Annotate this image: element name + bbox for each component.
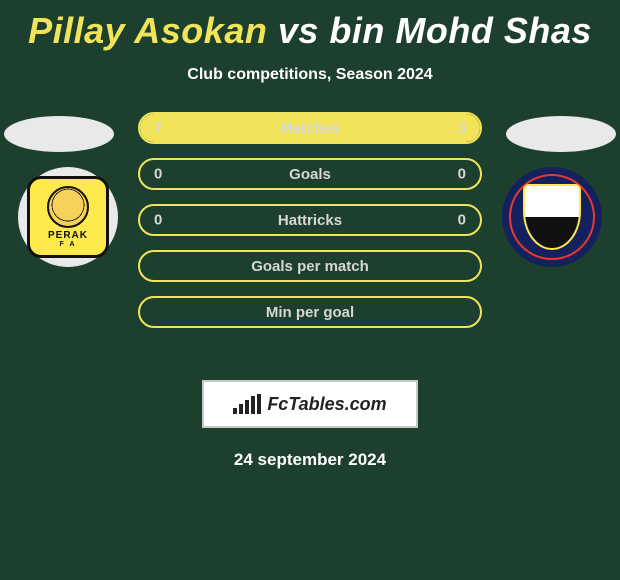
stat-label: Hattricks bbox=[278, 212, 342, 229]
stat-row: 0 0 Goals bbox=[138, 158, 482, 190]
infographic-date: 24 september 2024 bbox=[0, 450, 620, 470]
stat-value-right: 3 bbox=[458, 120, 466, 137]
stat-label: Min per goal bbox=[266, 304, 354, 321]
perak-label: PERAK bbox=[48, 230, 88, 241]
club-badge-left: PERAK F A bbox=[18, 167, 118, 267]
stat-fill-left bbox=[140, 114, 378, 142]
stat-label: Goals per match bbox=[251, 258, 369, 275]
player1-slot bbox=[4, 116, 114, 152]
stat-label: Matches bbox=[280, 120, 340, 137]
tiger-icon bbox=[47, 186, 89, 228]
comparison-panel: PERAK F A 7 3 Matches 0 0 Goals 0 0 Hattricks Goa… bbox=[0, 112, 620, 372]
player2-slot bbox=[506, 116, 616, 152]
stat-row: 7 3 Matches bbox=[138, 112, 482, 144]
pahang-shield-icon bbox=[523, 184, 581, 250]
stat-value-left: 7 bbox=[154, 120, 162, 137]
stat-value-right: 0 bbox=[458, 166, 466, 183]
stat-rows: 7 3 Matches 0 0 Goals 0 0 Hattricks Goals per mat… bbox=[138, 112, 482, 342]
page-title: Pillay Asokan vs bin Mohd Shas bbox=[0, 0, 620, 52]
stat-row: Goals per match bbox=[138, 250, 482, 282]
club-badge-right bbox=[502, 167, 602, 267]
stat-value-right: 0 bbox=[458, 212, 466, 229]
stat-value-left: 0 bbox=[154, 212, 162, 229]
brand-box[interactable]: FcTables.com bbox=[202, 380, 418, 428]
pahang-crest bbox=[509, 174, 595, 260]
player1-name: Pillay Asokan bbox=[28, 10, 267, 51]
subtitle: Club competitions, Season 2024 bbox=[0, 66, 620, 84]
perak-sublabel: F A bbox=[59, 241, 76, 248]
stat-value-left: 0 bbox=[154, 166, 162, 183]
stat-label: Goals bbox=[289, 166, 331, 183]
vs-text: vs bbox=[278, 10, 319, 51]
brand-text: FcTables.com bbox=[267, 394, 386, 415]
bars-icon bbox=[233, 394, 261, 414]
player2-name: bin Mohd Shas bbox=[329, 10, 592, 51]
stat-row: 0 0 Hattricks bbox=[138, 204, 482, 236]
stat-row: Min per goal bbox=[138, 296, 482, 328]
perak-crest: PERAK F A bbox=[27, 176, 109, 258]
